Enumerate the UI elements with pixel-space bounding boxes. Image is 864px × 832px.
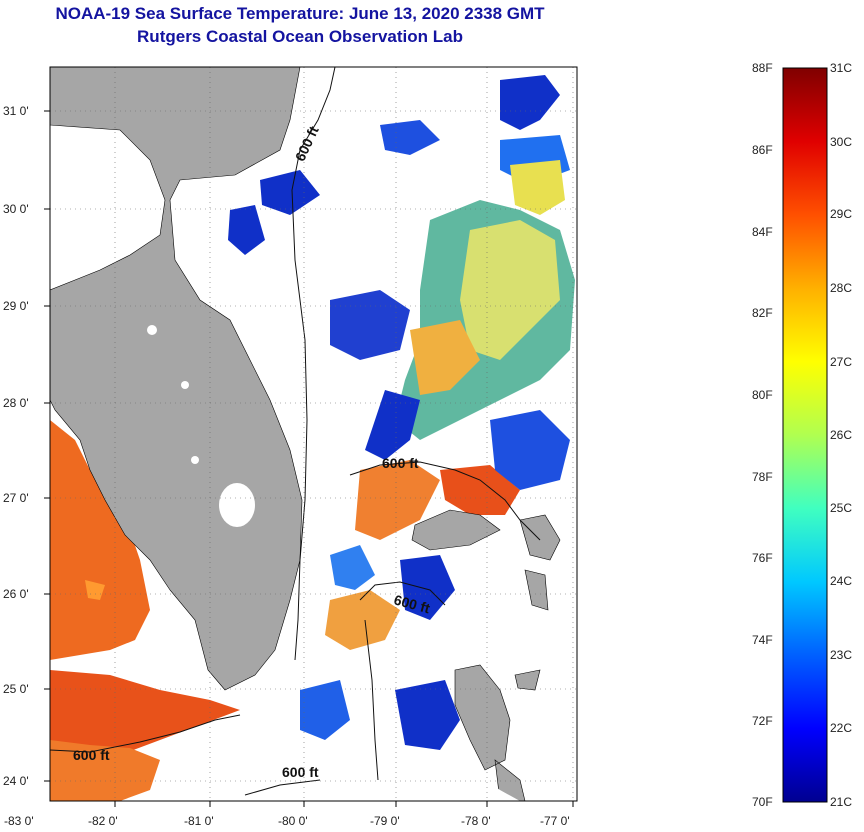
cb-c-label: 22C — [830, 721, 852, 735]
lon-label: -77 0' — [540, 814, 570, 828]
cb-f-label: 76F — [752, 551, 773, 565]
cb-c-label: 28C — [830, 281, 852, 295]
cb-f-label: 78F — [752, 470, 773, 484]
cb-f-label: 82F — [752, 306, 773, 320]
lon-label: -83 0' — [4, 814, 34, 828]
lat-label: 29 0' — [3, 299, 29, 313]
sst-gulf-warm — [50, 290, 240, 801]
colorbar — [782, 67, 828, 803]
lon-label: -78 0' — [461, 814, 491, 828]
lat-label: 28 0' — [3, 396, 29, 410]
latitude-labels: 31 0' 30 0' 29 0' 28 0' 27 0' 26 0' 25 0… — [3, 104, 29, 788]
cb-c-label: 21C — [830, 795, 852, 809]
longitude-labels: -83 0' -82 0' -81 0' -80 0' -79 0' -78 0… — [4, 814, 570, 828]
lake-okeechobee — [219, 483, 255, 527]
cb-f-label: 70F — [752, 795, 773, 809]
colorbar-c-labels: 31C 30C 29C 28C 27C 26C 25C 24C 23C 22C … — [830, 61, 852, 809]
map-subtitle: Rutgers Coastal Ocean Observation Lab — [137, 27, 463, 46]
contour-label: 600 ft — [282, 764, 319, 780]
cb-c-label: 23C — [830, 648, 852, 662]
contour-label: 600 ft — [382, 455, 419, 471]
depth-contours — [50, 67, 541, 796]
lon-label: -80 0' — [278, 814, 308, 828]
cb-c-label: 26C — [830, 428, 852, 442]
sst-atlantic — [228, 75, 575, 750]
cb-c-label: 30C — [830, 135, 852, 149]
cb-f-label: 84F — [752, 225, 773, 239]
cb-c-label: 24C — [830, 574, 852, 588]
cb-c-label: 25C — [830, 501, 852, 515]
lat-label: 27 0' — [3, 491, 29, 505]
bahamas-land — [411, 509, 561, 801]
florida-land — [50, 67, 303, 691]
cb-f-label: 72F — [752, 714, 773, 728]
lon-label: -81 0' — [184, 814, 214, 828]
cb-c-label: 31C — [830, 61, 852, 75]
lat-label: 31 0' — [3, 104, 29, 118]
lat-label: 26 0' — [3, 587, 29, 601]
cb-f-label: 86F — [752, 143, 773, 157]
lon-label: -79 0' — [370, 814, 400, 828]
cb-f-label: 80F — [752, 388, 773, 402]
plot-content: 600 ft 600 ft 600 ft 600 ft 600 ft — [50, 67, 575, 801]
colorbar-f-labels: 88F 86F 84F 82F 80F 78F 76F 74F 72F 70F — [752, 61, 773, 809]
cb-f-label: 88F — [752, 61, 773, 75]
contour-label: 600 ft — [73, 747, 110, 763]
map-frame — [49, 66, 578, 802]
lat-label: 30 0' — [3, 202, 29, 216]
cb-c-label: 29C — [830, 207, 852, 221]
map-title: NOAA-19 Sea Surface Temperature: June 13… — [55, 4, 545, 23]
cb-f-label: 74F — [752, 633, 773, 647]
lat-label: 25 0' — [3, 682, 29, 696]
axis-ticks — [44, 110, 574, 807]
lon-label: -82 0' — [88, 814, 118, 828]
cb-c-label: 27C — [830, 355, 852, 369]
lat-label: 24 0' — [3, 774, 29, 788]
